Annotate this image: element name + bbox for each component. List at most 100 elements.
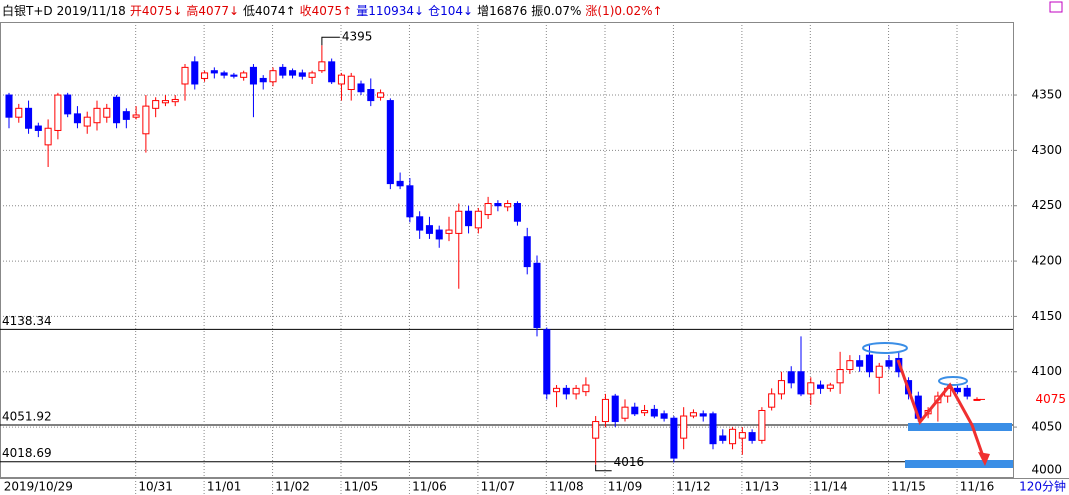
candle-body [787,371,795,384]
candle-body [601,398,609,423]
candle-body [308,72,316,78]
candle-body [220,72,228,76]
candle-body [533,262,541,328]
y-tick-label: 4350 [1031,88,1062,102]
y-tick-label: 4150 [1031,309,1062,323]
y-tick-label: 4000 [1031,463,1062,477]
candle-body [93,107,101,124]
candle-body [113,96,121,124]
candle-body [729,428,737,445]
candle-body [523,236,531,268]
header-item: 仓104↓ [428,4,473,18]
candle-body [768,393,776,408]
header-item: 振0.07% [531,4,581,18]
panel-icon[interactable] [1049,1,1063,13]
candle-body [279,66,287,76]
candle-body [249,66,257,85]
header-text: 白银T+D 2019/11/18 开4075↓ 高4077↓ 低4074↑ 收4075↑ 量… [2,3,663,18]
candle-body [328,61,336,83]
header-item: 涨(1)0.02%↑ [585,3,662,18]
reference-label: 4051.92 [2,409,52,423]
candle-body [5,94,13,118]
candle-body [54,94,62,131]
header-item: 增16876 [477,4,527,18]
candle-body [817,384,825,389]
candle-body [875,365,883,378]
last-price-label: 4075 [1035,392,1066,406]
candle-body [445,229,453,234]
candle-body [259,77,267,83]
candle-body [660,413,668,419]
candle-body [386,100,394,185]
candle-body [289,70,297,76]
candle-body [631,406,639,415]
x-tick-label: 11/16 [960,480,995,494]
candle-body [210,70,218,74]
y-tick-label: 4050 [1031,420,1062,434]
candle-body [621,406,629,419]
max-pointer [321,36,340,46]
candle-body [455,210,463,234]
candle-body [396,180,404,187]
x-tick-label: 11/09 [608,480,643,494]
candle-body [826,384,834,389]
candle-body [337,74,345,85]
candle-body [171,98,179,103]
reference-label: 4138.34 [2,314,52,328]
candle-body [680,415,688,439]
candle-body [230,74,238,77]
x-tick-label: 11/08 [549,480,584,494]
candle-body [406,185,414,218]
candle-body [777,380,785,395]
candle-body [474,210,482,229]
candle-body [152,100,160,109]
header: 白银T+D 2019/11/18 开4075↓ 高4077↓ 低4074↑ 收4075↑ 量… [2,3,663,18]
x-tick-label: 11/06 [412,480,447,494]
y-tick-label: 4300 [1031,143,1062,157]
max-label: 4395 [342,30,373,44]
candle-body [161,100,169,104]
x-tick-label: 11/15 [891,480,926,494]
top-ellipse [938,376,968,386]
candle-body [856,360,864,367]
candle-body [269,70,277,83]
candle-body [709,413,717,445]
candle-body [132,114,140,118]
header-item: 高4077↓ [186,3,239,18]
x-tick-label: 2019/10/29 [4,480,73,494]
candle-body [504,203,512,208]
top-ellipse [862,342,908,354]
candle-body [435,229,443,240]
annotations [862,342,1013,468]
x-tick-label: 11/05 [344,480,379,494]
candle-body [650,408,658,417]
x-tick-label: 11/14 [813,480,848,494]
candle-body [748,432,756,441]
candle-body [298,72,306,77]
support-bar [908,423,1012,431]
candle-body [582,384,590,393]
candle-body [377,92,385,98]
candle-body [641,409,649,414]
marks: 120分钟 4000 4050 4100 4150 4200 4250 4300 4350 413… [0,22,1066,495]
candle-body [973,398,981,401]
header-item: 白银T+D [2,3,53,18]
y-tick-label: 4250 [1031,198,1062,212]
header-item: 量110934↓ [356,4,424,18]
candle-body [689,412,697,417]
candle-body [465,210,473,227]
candle-body [15,107,23,118]
candle-body [836,369,844,384]
candle-body [699,413,707,417]
candle-body [103,107,111,118]
candle-body [201,72,209,79]
candle-body [963,387,971,397]
candle-body [425,225,433,234]
x-tick-label: 11/13 [745,480,780,494]
candle-body [44,127,52,146]
candle-body [885,360,893,367]
candle-body [592,421,600,439]
trend-arrow [896,359,987,463]
